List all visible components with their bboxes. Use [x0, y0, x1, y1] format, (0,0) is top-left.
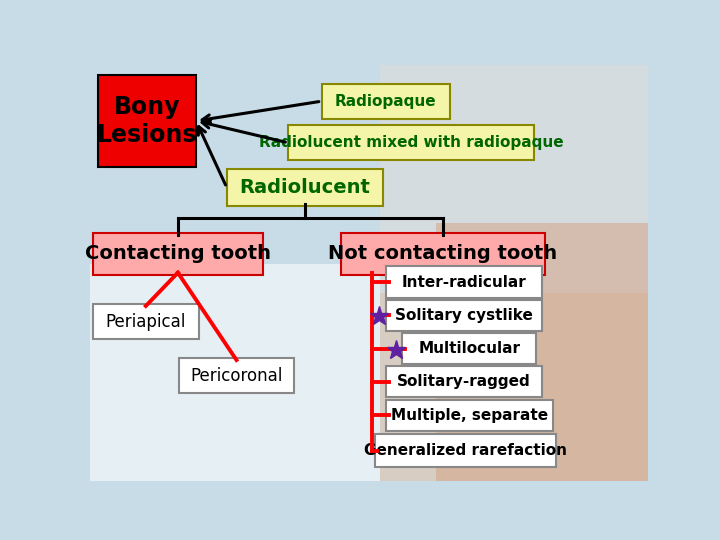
- Text: Solitary cystlike: Solitary cystlike: [395, 308, 533, 323]
- Text: Not contacting tooth: Not contacting tooth: [328, 245, 557, 264]
- FancyBboxPatch shape: [227, 168, 383, 206]
- Text: Inter-radicular: Inter-radicular: [402, 274, 526, 289]
- Text: Multilocular: Multilocular: [418, 341, 521, 356]
- FancyBboxPatch shape: [93, 233, 263, 275]
- Text: Periapical: Periapical: [106, 313, 186, 330]
- Text: Radiolucent: Radiolucent: [239, 178, 370, 197]
- Text: Contacting tooth: Contacting tooth: [85, 245, 271, 264]
- FancyBboxPatch shape: [374, 435, 556, 467]
- FancyBboxPatch shape: [380, 65, 648, 294]
- Polygon shape: [90, 265, 380, 481]
- Polygon shape: [436, 223, 648, 481]
- Text: Pericoronal: Pericoronal: [190, 367, 283, 384]
- Text: Radiolucent mixed with radiopaque: Radiolucent mixed with radiopaque: [258, 135, 563, 150]
- FancyBboxPatch shape: [402, 333, 536, 364]
- FancyBboxPatch shape: [341, 233, 545, 275]
- Text: Multiple, separate: Multiple, separate: [391, 408, 548, 423]
- FancyBboxPatch shape: [380, 65, 648, 481]
- FancyBboxPatch shape: [99, 75, 196, 167]
- Text: Radiopaque: Radiopaque: [335, 93, 436, 109]
- FancyBboxPatch shape: [386, 400, 553, 431]
- FancyBboxPatch shape: [386, 366, 542, 397]
- FancyBboxPatch shape: [288, 125, 534, 160]
- FancyBboxPatch shape: [179, 358, 294, 393]
- Text: Solitary-ragged: Solitary-ragged: [397, 374, 531, 389]
- FancyBboxPatch shape: [386, 266, 542, 298]
- FancyBboxPatch shape: [322, 84, 450, 119]
- FancyBboxPatch shape: [93, 304, 199, 339]
- FancyBboxPatch shape: [386, 300, 542, 331]
- Text: Bony
Lesions: Bony Lesions: [97, 95, 197, 147]
- Text: Generalized rarefaction: Generalized rarefaction: [364, 443, 567, 458]
